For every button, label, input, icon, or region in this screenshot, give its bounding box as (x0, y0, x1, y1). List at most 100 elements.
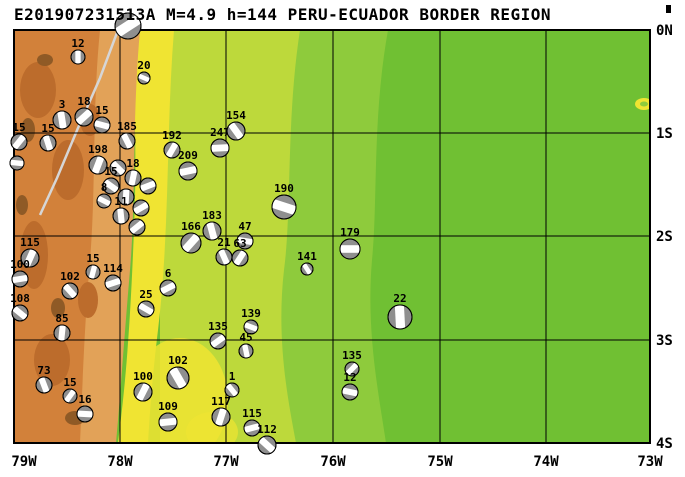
beachball-tension-band (122, 188, 130, 206)
marker-depth-label: 15 (63, 376, 76, 389)
marker-depth-label: 15 (12, 121, 25, 134)
terrain-yellow-islet-center (640, 101, 648, 107)
beachball-tension-band (104, 277, 122, 289)
marker-depth-label: 209 (178, 149, 198, 162)
marker-depth-label: 247 (210, 126, 230, 139)
beachball-marker (139, 177, 157, 195)
beachball-tension-band (137, 302, 155, 316)
axis-labels: 79W 78W 77W 76W 75W 74W 73W 0N 1S 2S 3S 4S (11, 23, 673, 470)
beachball-marker: 18 (124, 157, 142, 187)
beachball-tension-band (214, 407, 228, 427)
beachball-marker: 190 (271, 182, 297, 220)
marker-depth-label: 198 (88, 143, 108, 156)
longitude-label: 74W (533, 454, 559, 470)
marker-depth-label: 73 (37, 364, 50, 377)
beachball-outline (9, 155, 25, 171)
beachball-marker (128, 218, 146, 236)
beachball-tension-band (209, 333, 227, 349)
beachball-tension-band (165, 141, 179, 159)
beachball-marker: 139 (241, 307, 261, 335)
beachball-outline (202, 221, 222, 241)
beachball-outline (210, 138, 230, 158)
country-border-line (38, 30, 120, 216)
marker-depth-label: 100 (133, 370, 153, 383)
beachball-outline (211, 407, 231, 427)
beachball-tension-band (233, 249, 247, 267)
beachball-tension-band (42, 134, 54, 152)
beachball-tension-band (128, 219, 146, 235)
beachball-tension-band (76, 410, 94, 418)
beachball-outline (10, 133, 28, 151)
beachball-tension-band (181, 233, 201, 253)
beachball-marker: 25 (137, 288, 155, 318)
beachball-outline (341, 383, 359, 401)
beachball-outline (20, 248, 40, 268)
marker-depth-label: 135 (342, 349, 362, 362)
beachball-tension-band (135, 382, 151, 402)
beachball-outline (300, 262, 314, 276)
marker-depth-label: 12 (343, 371, 356, 384)
beachball-outline (85, 264, 101, 280)
marker-depth-label: 85 (55, 312, 68, 325)
marker-depth-label: 8 (101, 181, 108, 194)
beachball-outline (243, 419, 261, 437)
beachball-tension-band (168, 366, 188, 390)
marker-depth-label: 6 (165, 267, 172, 280)
beachball-tension-band (394, 304, 406, 330)
marker-depth-label: 102 (168, 354, 188, 367)
marker-depth-label: 102 (60, 270, 80, 283)
beachball-marker: 6 (159, 267, 177, 297)
beachball-tension-band (38, 376, 50, 394)
beachball-marker: 100 (10, 258, 30, 288)
beachball-marker: 112 (257, 423, 277, 455)
beachball-outline (271, 194, 297, 220)
marker-depth-label: 115 (242, 407, 262, 420)
marker-depth-label: 18 (126, 157, 139, 170)
beachball-outline (243, 319, 259, 335)
marker-depth-label: 16 (78, 393, 92, 406)
marker-depth-label: 45 (239, 331, 252, 344)
beachball-marker: 100 (133, 370, 153, 402)
beachball-tension-band (120, 132, 134, 150)
beachball-outline (53, 324, 71, 342)
beachball-outline (163, 141, 181, 159)
beachball-marker: 47 (236, 220, 254, 250)
beachball-marker (109, 159, 127, 177)
beachball-tension-band (139, 180, 157, 192)
beachball-marker: 109 (158, 400, 178, 432)
longitude-label: 79W (11, 454, 37, 470)
beachball-outline (35, 376, 53, 394)
latitude-label: 1S (656, 126, 673, 142)
beachball-tension-band (178, 165, 198, 177)
beachball-tension-band (75, 50, 81, 64)
beachball-outline (158, 412, 178, 432)
beachball-tension-band (11, 305, 29, 321)
beachball-outline (133, 382, 153, 402)
beachball-marker: 45 (238, 331, 254, 359)
beachball-outline (238, 343, 254, 359)
beachball-marker: 179 (339, 226, 361, 260)
beachball-outline (39, 134, 57, 152)
beachball-outline (139, 177, 157, 195)
beachball-outline (114, 12, 142, 40)
beachball-tension-band (57, 110, 67, 130)
beachball-marker: 102 (60, 270, 80, 300)
beachball-outline (74, 107, 94, 127)
beachball-outline (76, 405, 94, 423)
beachball-tension-band (158, 417, 178, 427)
marker-depth-label: 115 (20, 236, 40, 249)
beachball-outline (180, 232, 202, 254)
beachball-tension-band (241, 343, 251, 359)
beachball-tension-band (258, 436, 276, 454)
beachball-tension-band (110, 160, 126, 176)
beachball-outline (166, 366, 190, 390)
beachball-marker: 12 (70, 37, 86, 65)
beachball-tension-band (63, 388, 77, 404)
beachball-tension-band (62, 283, 78, 299)
beachball-tension-band (96, 195, 112, 207)
beachball-outline (339, 238, 361, 260)
beachball-tension-band (11, 274, 29, 284)
beachball-tension-band (128, 169, 138, 187)
beachball-marker: 141 (297, 250, 317, 276)
beachball-marker: 85 (53, 312, 71, 342)
